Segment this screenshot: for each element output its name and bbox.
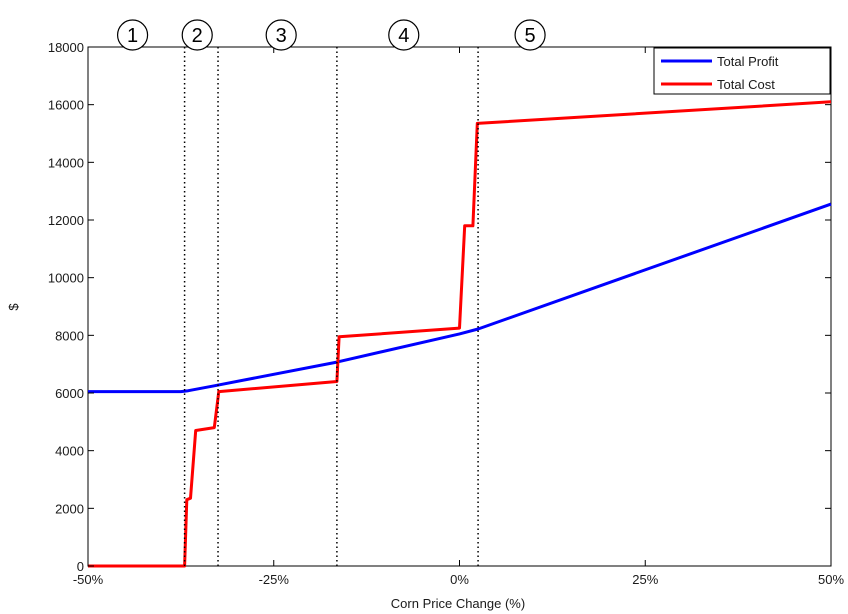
region-circle <box>514 19 546 51</box>
region-number: 1 <box>127 25 138 47</box>
y-tick-label: 8000 <box>55 328 84 343</box>
series-line-1 <box>88 100 832 568</box>
legend-label-profit: Total Profit <box>717 54 779 69</box>
x-tick-label: -50% <box>73 572 104 587</box>
region-number: 3 <box>276 25 287 47</box>
region-number: 4 <box>398 25 409 47</box>
y-tick-label: 16000 <box>48 98 84 113</box>
y-tick-label: 2000 <box>55 501 84 516</box>
y-tick-label: 12000 <box>48 213 84 228</box>
region-circle <box>116 19 149 51</box>
series-line-0 <box>88 202 832 394</box>
series-lines <box>88 100 832 568</box>
y-axis-label: $ <box>6 303 21 311</box>
y-tick-label: 18000 <box>48 40 84 55</box>
region-circle <box>181 19 213 51</box>
x-tick-label: 50% <box>818 572 844 587</box>
y-tick-label: 4000 <box>55 444 84 459</box>
legend-box <box>653 47 831 95</box>
region-markers: 1 2 3 4 5 <box>116 19 546 51</box>
y-axis-ticks: 0 2000 4000 6000 8000 10000 12000 14000 16000 180… <box>48 40 831 574</box>
x-axis-ticks: -50% -25% 0% 25% 50% <box>73 47 844 587</box>
x-tick-label: -25% <box>259 572 290 587</box>
region-dividers <box>183 47 479 566</box>
x-axis-label: Corn Price Change (%) <box>391 596 525 611</box>
region-number: 2 <box>192 25 203 47</box>
x-tick-label: 0% <box>450 572 469 587</box>
y-tick-label: 10000 <box>48 271 84 286</box>
x-tick-label: 25% <box>632 572 658 587</box>
y-tick-label: 0 <box>77 559 84 574</box>
region-circle <box>265 19 297 51</box>
legend-label-cost: Total Cost <box>717 77 775 92</box>
region-number: 5 <box>525 25 536 47</box>
y-tick-label: 14000 <box>48 155 84 170</box>
legend: Total Profit Total Cost <box>653 47 831 95</box>
y-tick-label: 6000 <box>55 386 84 401</box>
region-circle <box>388 19 420 51</box>
